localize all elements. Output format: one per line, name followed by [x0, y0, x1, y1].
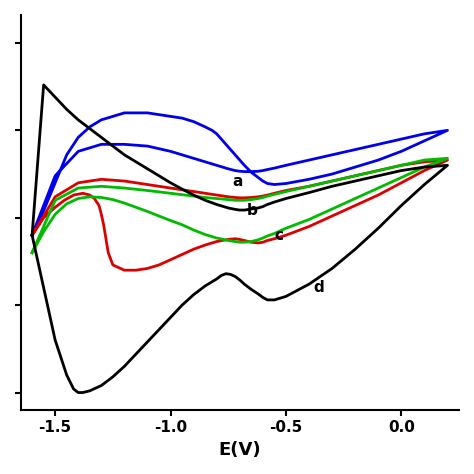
Text: c: c: [274, 228, 283, 243]
Text: d: d: [314, 280, 324, 295]
X-axis label: E(V): E(V): [219, 441, 261, 459]
Text: a: a: [233, 173, 243, 189]
Text: b: b: [246, 203, 257, 218]
